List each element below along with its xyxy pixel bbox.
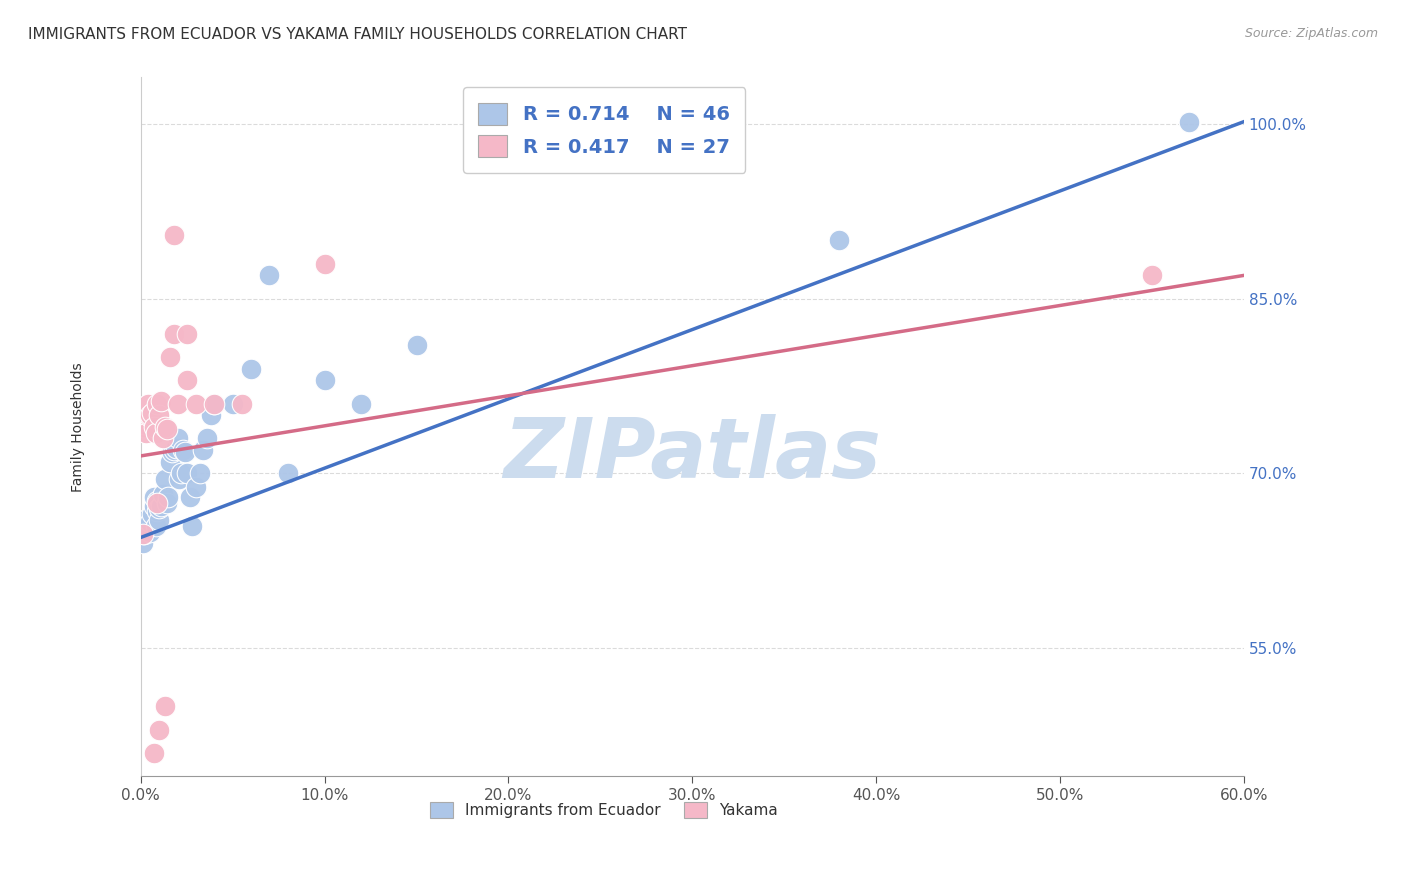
Point bbox=[193, 443, 215, 458]
Point bbox=[155, 495, 177, 509]
Point bbox=[179, 490, 201, 504]
Point bbox=[200, 408, 222, 422]
Point bbox=[146, 494, 169, 508]
Point bbox=[163, 227, 186, 242]
Legend: Immigrants from Ecuador, Yakama: Immigrants from Ecuador, Yakama bbox=[425, 797, 785, 824]
Point bbox=[231, 396, 253, 410]
Point bbox=[163, 326, 186, 341]
Point bbox=[150, 394, 173, 409]
Point bbox=[142, 746, 165, 760]
Point bbox=[240, 361, 263, 376]
Point bbox=[142, 499, 165, 513]
Point bbox=[148, 408, 170, 422]
Point bbox=[145, 425, 167, 440]
Point bbox=[148, 723, 170, 737]
Point bbox=[160, 445, 183, 459]
Point bbox=[134, 527, 156, 541]
Point bbox=[159, 455, 181, 469]
Point bbox=[141, 507, 163, 521]
Point bbox=[184, 396, 207, 410]
Point bbox=[163, 443, 186, 458]
Point bbox=[202, 396, 225, 410]
Point bbox=[350, 396, 373, 410]
Text: ZIPatlas: ZIPatlas bbox=[503, 414, 882, 495]
Point bbox=[135, 522, 157, 536]
Text: IMMIGRANTS FROM ECUADOR VS YAKAMA FAMILY HOUSEHOLDS CORRELATION CHART: IMMIGRANTS FROM ECUADOR VS YAKAMA FAMILY… bbox=[28, 27, 688, 42]
Point bbox=[135, 425, 157, 440]
Point bbox=[157, 490, 180, 504]
Point bbox=[172, 443, 194, 458]
Point bbox=[176, 467, 198, 481]
Point bbox=[1140, 268, 1163, 283]
Point bbox=[176, 326, 198, 341]
Point bbox=[166, 432, 188, 446]
Point bbox=[277, 467, 299, 481]
Point bbox=[148, 501, 170, 516]
Point bbox=[136, 396, 159, 410]
Point bbox=[153, 419, 176, 434]
Point bbox=[146, 396, 169, 410]
Point bbox=[174, 445, 197, 459]
Point bbox=[134, 417, 156, 432]
Point bbox=[155, 422, 177, 436]
Point bbox=[139, 524, 162, 539]
Point bbox=[222, 396, 245, 410]
Point bbox=[146, 503, 169, 517]
Point bbox=[136, 510, 159, 524]
Point bbox=[159, 350, 181, 364]
Point bbox=[184, 480, 207, 494]
Text: Source: ZipAtlas.com: Source: ZipAtlas.com bbox=[1244, 27, 1378, 40]
Point bbox=[314, 257, 336, 271]
Point bbox=[152, 432, 174, 446]
Point bbox=[195, 432, 218, 446]
Y-axis label: Family Households: Family Households bbox=[72, 362, 86, 491]
Point bbox=[150, 499, 173, 513]
Point bbox=[139, 410, 162, 425]
Point bbox=[314, 373, 336, 387]
Point bbox=[139, 408, 162, 422]
Point bbox=[153, 699, 176, 714]
Point bbox=[188, 467, 211, 481]
Point bbox=[152, 487, 174, 501]
Point bbox=[405, 338, 427, 352]
Point bbox=[828, 234, 851, 248]
Point bbox=[259, 268, 281, 283]
Point bbox=[148, 513, 170, 527]
Point bbox=[134, 419, 156, 434]
Point bbox=[139, 516, 162, 530]
Point bbox=[166, 396, 188, 410]
Point bbox=[176, 373, 198, 387]
Point bbox=[165, 441, 187, 455]
Point bbox=[141, 406, 163, 420]
Point bbox=[142, 419, 165, 434]
Point bbox=[1177, 114, 1199, 128]
Point bbox=[169, 472, 191, 486]
Point bbox=[153, 472, 176, 486]
Point bbox=[131, 527, 153, 541]
Point bbox=[170, 467, 193, 481]
Point bbox=[142, 490, 165, 504]
Point bbox=[146, 495, 169, 509]
Point bbox=[181, 518, 204, 533]
Point bbox=[202, 396, 225, 410]
Point bbox=[131, 536, 153, 550]
Point bbox=[145, 518, 167, 533]
